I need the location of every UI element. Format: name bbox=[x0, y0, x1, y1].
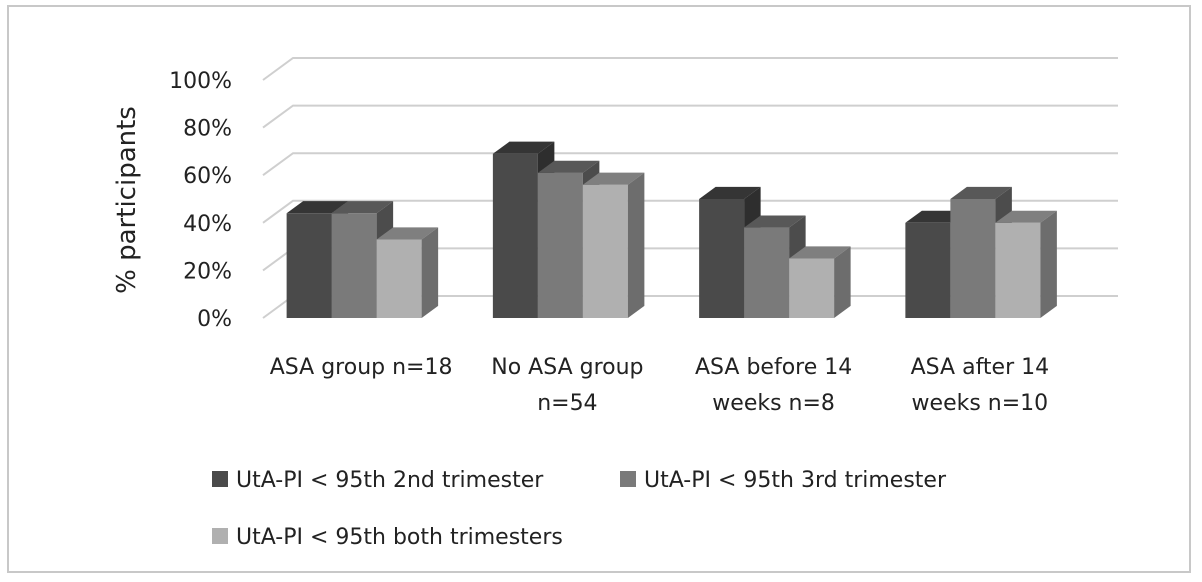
category-label: ASA group n=18 bbox=[270, 355, 453, 380]
category-label: weeks n=10 bbox=[912, 391, 1049, 416]
legend-swatch bbox=[212, 528, 228, 544]
y-tick-label: 100% bbox=[169, 69, 232, 94]
bar bbox=[376, 227, 439, 318]
legend-label: UtA-PI < 95th both trimesters bbox=[236, 525, 563, 550]
y-axis-title: % participants bbox=[112, 106, 142, 294]
category-label: ASA before 14 bbox=[695, 355, 852, 380]
bar bbox=[995, 210, 1057, 318]
bars bbox=[286, 141, 1057, 318]
y-axis-ticks: 0% 20% 40% 60% 80% 100% bbox=[169, 69, 232, 332]
gridline bbox=[262, 104, 1118, 129]
category-label: No ASA group bbox=[491, 355, 643, 380]
legend-item: UtA-PI < 95th 2nd trimester bbox=[212, 468, 544, 493]
bar bbox=[789, 246, 851, 318]
category-labels: ASA group n=18 No ASA group n=54 ASA before… bbox=[270, 355, 1049, 416]
category-label: weeks n=8 bbox=[712, 391, 835, 416]
y-tick-label: 80% bbox=[183, 117, 232, 142]
legend-item: UtA-PI < 95th 3rd trimester bbox=[620, 468, 947, 493]
y-tick-label: 20% bbox=[183, 259, 232, 284]
bar bbox=[744, 215, 806, 318]
category-label: n=54 bbox=[537, 391, 597, 416]
legend-swatch bbox=[212, 471, 228, 487]
y-tick-label: 60% bbox=[183, 164, 232, 189]
category-label: ASA after 14 bbox=[911, 355, 1050, 380]
y-tick-label: 40% bbox=[183, 212, 232, 237]
legend-label: UtA-PI < 95th 2nd trimester bbox=[236, 468, 544, 493]
gridline bbox=[262, 152, 1118, 177]
legend-item: UtA-PI < 95th both trimesters bbox=[212, 525, 563, 550]
legend-label: UtA-PI < 95th 3rd trimester bbox=[644, 468, 947, 493]
legend: UtA-PI < 95th 2nd trimester UtA-PI < 95th… bbox=[212, 468, 947, 550]
bar bbox=[582, 172, 645, 318]
gridline bbox=[262, 57, 1118, 81]
y-tick-label: 0% bbox=[197, 307, 232, 332]
gridline bbox=[262, 199, 1118, 224]
legend-swatch bbox=[620, 471, 636, 487]
